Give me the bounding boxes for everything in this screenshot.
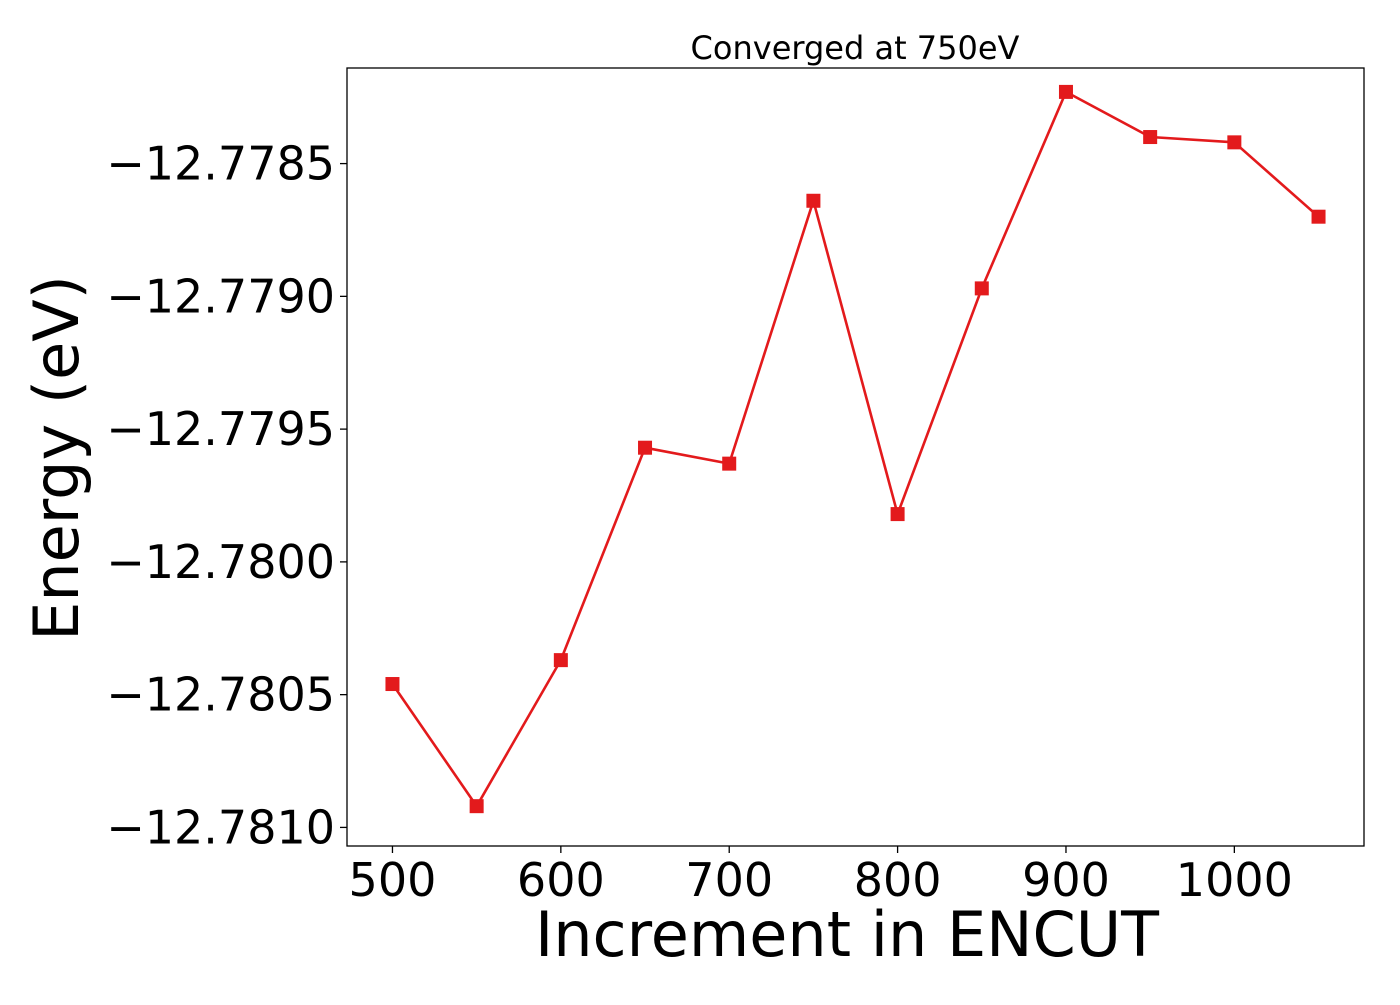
data-point-marker <box>385 677 400 692</box>
x-tick-label: 900 <box>1022 853 1110 907</box>
x-tick-label: 700 <box>685 853 773 907</box>
y-tick-label: −12.7790 <box>106 269 335 323</box>
data-point-marker <box>806 193 821 208</box>
energy-series <box>385 84 1326 814</box>
y-tick-label: −12.7795 <box>106 402 335 456</box>
data-point-marker <box>553 653 568 668</box>
y-axis-label: Energy (eV) <box>20 275 93 641</box>
data-point-marker <box>638 440 653 455</box>
x-axis-label: Increment in ENCUT <box>535 898 1160 971</box>
series-line <box>391 90 1320 808</box>
data-point-marker <box>1227 135 1242 150</box>
x-tick-label: 600 <box>517 853 605 907</box>
y-axis-ticks: −12.7785 −12.7790 −12.7795 −12.7800 −12.7805… <box>106 137 347 854</box>
x-tick-label: 800 <box>854 853 942 907</box>
data-point-marker <box>722 456 737 471</box>
y-tick-label: −12.7800 <box>106 535 335 589</box>
data-point-marker <box>1311 209 1326 224</box>
data-point-marker <box>1058 84 1073 99</box>
x-tick-label: 1000 <box>1176 853 1293 907</box>
y-tick-label: −12.7810 <box>106 800 335 854</box>
y-tick-label: −12.7785 <box>106 137 335 191</box>
data-point-marker <box>1143 130 1158 145</box>
plot-area-frame <box>346 67 1365 847</box>
y-tick-label: −12.7805 <box>106 668 335 722</box>
chart-title: Converged at 750eV <box>691 29 1020 67</box>
data-point-marker <box>469 799 484 814</box>
data-point-marker <box>974 281 989 296</box>
x-tick-label: 500 <box>349 853 437 907</box>
data-point-marker <box>890 507 905 522</box>
x-axis-ticks: 500 600 700 800 900 1000 <box>349 846 1293 907</box>
